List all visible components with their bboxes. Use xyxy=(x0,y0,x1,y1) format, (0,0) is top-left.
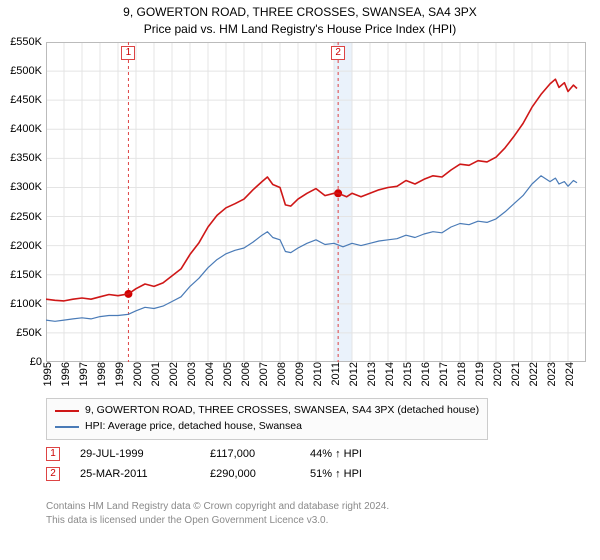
sale-diff: 44% ↑ HPI xyxy=(310,448,410,460)
xtick-label: 1997 xyxy=(74,362,90,386)
sale-marker-box: 2 xyxy=(331,46,345,60)
legend-swatch xyxy=(55,426,79,428)
legend-label: HPI: Average price, detached house, Swan… xyxy=(85,419,302,435)
sale-date: 29-JUL-1999 xyxy=(80,448,190,460)
xtick-label: 2024 xyxy=(560,362,576,386)
ytick-label: £100K xyxy=(10,298,42,310)
xtick-label: 2012 xyxy=(344,362,360,386)
page-subtitle: Price paid vs. HM Land Registry's House … xyxy=(0,21,600,42)
ytick-label: £200K xyxy=(10,240,42,252)
ytick-label: £250K xyxy=(10,211,42,223)
xtick-label: 2020 xyxy=(488,362,504,386)
legend-item: 9, GOWERTON ROAD, THREE CROSSES, SWANSEA… xyxy=(55,403,479,419)
legend-label: 9, GOWERTON ROAD, THREE CROSSES, SWANSEA… xyxy=(85,403,479,419)
xtick-label: 2005 xyxy=(218,362,234,386)
xtick-label: 2011 xyxy=(326,362,342,386)
xtick-label: 2017 xyxy=(434,362,450,386)
ytick-label: £400K xyxy=(10,123,42,135)
xtick-label: 2006 xyxy=(236,362,252,386)
page-title: 9, GOWERTON ROAD, THREE CROSSES, SWANSEA… xyxy=(0,0,600,21)
ytick-label: £150K xyxy=(10,269,42,281)
xtick-label: 2002 xyxy=(164,362,180,386)
xtick-label: 2000 xyxy=(128,362,144,386)
price-chart: £0£50K£100K£150K£200K£250K£300K£350K£400… xyxy=(46,42,586,362)
sale-marker-box: 1 xyxy=(121,46,135,60)
ytick-label: £550K xyxy=(10,36,42,48)
xtick-label: 1998 xyxy=(92,362,108,386)
sale-row: 1 29-JUL-1999 £117,000 44% ↑ HPI xyxy=(46,444,410,464)
xtick-label: 2013 xyxy=(362,362,378,386)
ytick-label: £500K xyxy=(10,65,42,77)
xtick-label: 2018 xyxy=(452,362,468,386)
legend-swatch xyxy=(55,410,79,412)
xtick-label: 2001 xyxy=(146,362,162,386)
footer-line-1: Contains HM Land Registry data © Crown c… xyxy=(46,500,389,514)
sale-date: 25-MAR-2011 xyxy=(80,468,190,480)
sales-table: 1 29-JUL-1999 £117,000 44% ↑ HPI 2 25-MAR-201… xyxy=(46,444,410,484)
xtick-label: 2023 xyxy=(542,362,558,386)
sale-marker-icon: 2 xyxy=(46,467,60,481)
chart-canvas xyxy=(46,42,586,362)
legend-item: HPI: Average price, detached house, Swan… xyxy=(55,419,479,435)
xtick-label: 2015 xyxy=(398,362,414,386)
legend: 9, GOWERTON ROAD, THREE CROSSES, SWANSEA… xyxy=(46,398,488,440)
ytick-label: £450K xyxy=(10,94,42,106)
footer-line-2: This data is licensed under the Open Gov… xyxy=(46,514,389,528)
sale-price: £117,000 xyxy=(210,448,290,460)
ytick-label: £350K xyxy=(10,152,42,164)
xtick-label: 2010 xyxy=(308,362,324,386)
ytick-label: £50K xyxy=(16,327,42,339)
xtick-label: 1996 xyxy=(56,362,72,386)
xtick-label: 1999 xyxy=(110,362,126,386)
sale-marker-icon: 1 xyxy=(46,447,60,461)
footer-attribution: Contains HM Land Registry data © Crown c… xyxy=(46,500,389,527)
sale-price: £290,000 xyxy=(210,468,290,480)
xtick-label: 2008 xyxy=(272,362,288,386)
xtick-label: 2007 xyxy=(254,362,270,386)
ytick-label: £300K xyxy=(10,181,42,193)
xtick-label: 2004 xyxy=(200,362,216,386)
sale-row: 2 25-MAR-2011 £290,000 51% ↑ HPI xyxy=(46,464,410,484)
xtick-label: 2003 xyxy=(182,362,198,386)
xtick-label: 2021 xyxy=(506,362,522,386)
xtick-label: 2014 xyxy=(380,362,396,386)
xtick-label: 2016 xyxy=(416,362,432,386)
xtick-label: 1995 xyxy=(38,362,54,386)
sale-diff: 51% ↑ HPI xyxy=(310,468,410,480)
xtick-label: 2022 xyxy=(524,362,540,386)
xtick-label: 2019 xyxy=(470,362,486,386)
xtick-label: 2009 xyxy=(290,362,306,386)
